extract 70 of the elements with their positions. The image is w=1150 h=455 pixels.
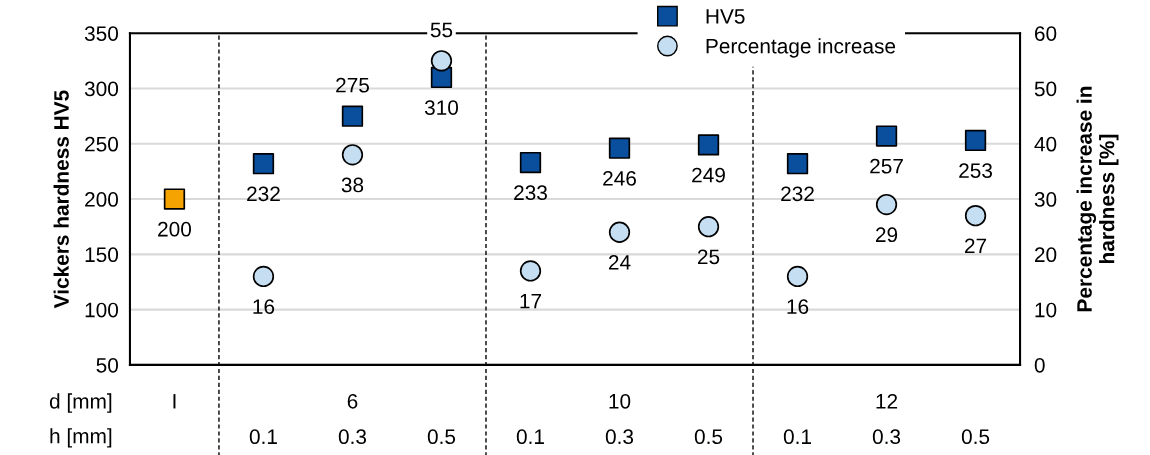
y-tick-label: 350 xyxy=(84,26,119,41)
y-tick-label: 250 xyxy=(85,136,119,152)
y2-tick-label: 30 xyxy=(1034,192,1057,207)
data-label: 17 xyxy=(520,293,542,309)
point xyxy=(697,134,720,156)
y-tick-label: 50 xyxy=(96,357,119,373)
y-tick-label: 100 xyxy=(85,302,119,318)
point xyxy=(341,144,364,166)
data-label: 310 xyxy=(424,100,459,115)
data-label: 55 xyxy=(430,22,453,38)
point xyxy=(519,260,542,282)
x-tick-label: 0.1 xyxy=(516,429,544,445)
y-axis-title: Vickers hardness HV5 xyxy=(53,90,69,309)
x-tick-label: 0.5 xyxy=(694,429,723,445)
data-label: 24 xyxy=(608,255,631,270)
data-label: 275 xyxy=(336,77,369,93)
point xyxy=(964,204,987,227)
y2-axis-title: Percentage increase in hardness [%] xyxy=(1076,86,1119,312)
data-label: 232 xyxy=(781,186,814,202)
x-tick-label: 0.3 xyxy=(605,429,634,445)
point xyxy=(964,129,987,152)
text: I xyxy=(173,394,176,409)
data-label: 16 xyxy=(787,299,809,314)
data-label: 233 xyxy=(514,185,547,201)
legend-label: Percentage increase xyxy=(706,38,896,58)
data-label: 246 xyxy=(603,170,636,186)
y-tick-label: 150 xyxy=(85,247,119,263)
point xyxy=(697,216,720,238)
text: 6 xyxy=(347,393,358,409)
point xyxy=(341,105,364,127)
data-label: 38 xyxy=(341,177,364,193)
x-tick-label: 0.5 xyxy=(961,429,990,445)
point xyxy=(252,265,275,288)
data-label: 253 xyxy=(959,163,993,178)
text: 10 xyxy=(609,393,631,409)
point xyxy=(430,50,453,72)
data-label: 29 xyxy=(876,227,898,243)
y2-tick-label: 50 xyxy=(1034,81,1057,97)
point xyxy=(608,221,631,243)
data-label: 232 xyxy=(247,186,280,202)
data-label: 257 xyxy=(870,158,903,174)
text: h [mm] xyxy=(50,428,112,448)
x-tick-label: 0.1 xyxy=(249,429,277,445)
data-label: 200 xyxy=(158,221,192,237)
x-tick-label: 0.3 xyxy=(872,429,901,445)
data-label: 249 xyxy=(692,167,725,183)
y2-tick-label: 10 xyxy=(1035,302,1057,318)
data-label: 25 xyxy=(697,249,720,265)
point xyxy=(875,125,898,147)
y2-tick-label: 60 xyxy=(1035,26,1057,41)
text: 12 xyxy=(876,393,898,409)
x-tick-label: 0.1 xyxy=(783,429,811,445)
data-label: 27 xyxy=(965,238,987,253)
x-tick-label: 0.3 xyxy=(338,429,367,445)
point xyxy=(252,153,275,175)
point xyxy=(786,153,809,175)
legend-label: HV5 xyxy=(706,9,745,24)
x-tick-label: 0.5 xyxy=(427,429,456,445)
y-tick-label: 300 xyxy=(84,81,119,97)
y2-tick-label: 40 xyxy=(1034,136,1057,152)
point xyxy=(875,193,898,216)
data-label: 16 xyxy=(253,299,275,314)
y2-tick-label: 0 xyxy=(1034,357,1045,373)
y2-tick-label: 20 xyxy=(1034,247,1057,263)
point xyxy=(608,137,631,159)
point xyxy=(786,265,809,288)
point xyxy=(519,151,542,174)
text: d [mm] xyxy=(49,393,112,413)
point xyxy=(163,188,186,210)
y-tick-label: 200 xyxy=(85,192,119,207)
